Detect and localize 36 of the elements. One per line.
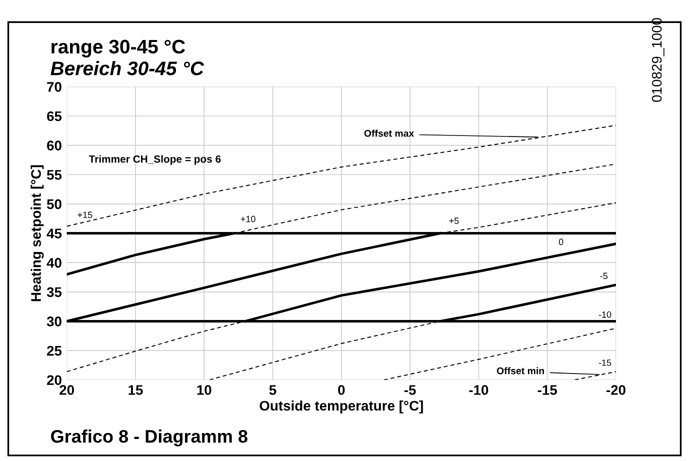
annotation: Trimmer CH_Slope = pos 6 [88,155,221,165]
annotation: 0 [558,238,564,246]
annotation: Offset min [496,367,544,374]
x-tick-label: -5 [404,385,416,395]
y-tick-label: 60 [47,140,62,150]
x-tick-label: 0 [338,385,345,395]
y-tick-label: 25 [47,346,62,356]
y-tick-label: 35 [46,287,62,298]
text: Grafico 8 - Diagramm 8 [51,429,248,446]
chart-subtitle: Bereich 30-45 °C [50,61,204,76]
annotation: -10 [598,311,612,318]
x-tick-label: 20 [60,385,74,395]
y-tick-label: 40 [46,258,62,268]
x-tick-label: 5 [269,385,276,395]
annotation: Offset max [364,130,414,137]
chart-title: range 30-45 °C [52,40,186,58]
y-tick-label: 55 [46,170,62,180]
annotation: -5 [600,272,608,280]
y-tick-label: 20 [47,375,62,386]
x-tick-label: -15 [538,385,557,395]
x-tick-label: 15 [128,385,143,395]
y-tick-label: 65 [47,111,62,122]
x-tick-label: 10 [197,385,212,395]
y-axis-title: Heating setpoint [°C] [30,165,44,302]
annotation: -15 [598,360,612,366]
y-tick-label: 45 [46,228,62,238]
annotation: +15 [78,212,92,218]
annotation: +10 [240,216,256,222]
x-tick-label: -10 [469,385,488,395]
annotation: +5 [449,218,459,224]
x-tick-label: -20 [606,385,626,395]
text: 010829_1000 [652,18,664,102]
y-tick-label: 30 [46,316,62,326]
y-tick-label: 70 [47,82,62,92]
y-tick-label: 50 [46,199,62,210]
x-axis-title: Outside temperature [°C] [260,400,423,414]
